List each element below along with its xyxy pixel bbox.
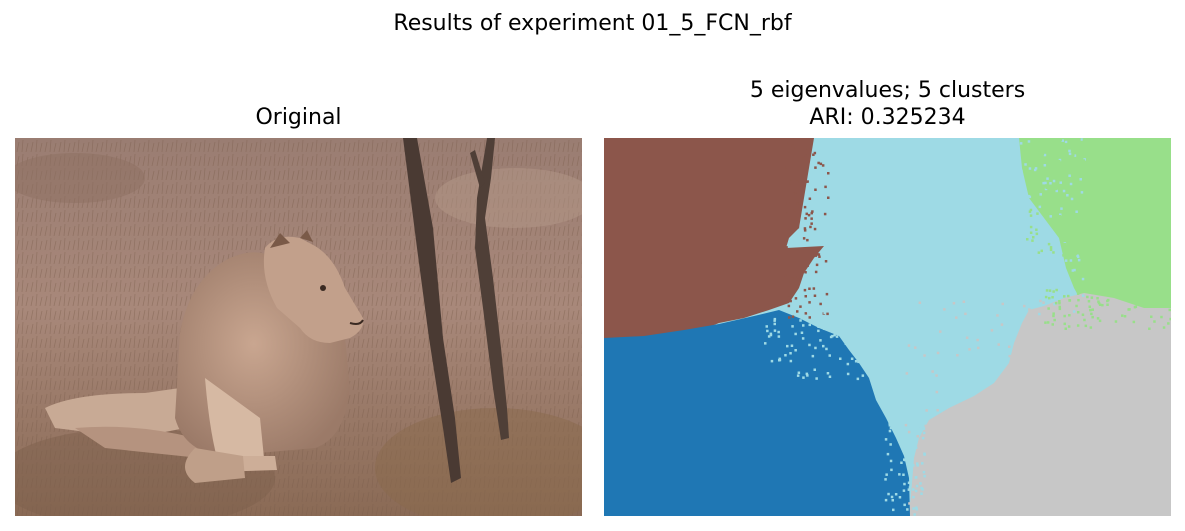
- cluster-region-brown: [604, 138, 824, 343]
- segmentation-title-line1: 5 eigenvalues; 5 clusters: [749, 78, 1026, 103]
- cluster-region-dark-blue: [604, 310, 910, 516]
- segmentation-panel-title: 5 eigenvalues; 5 clusters ARI: 0.325234: [604, 77, 1171, 131]
- figure-suptitle: Results of experiment 01_5_FCN_rbf: [393, 11, 792, 36]
- original-image-panel: [15, 138, 582, 516]
- original-panel-title: Original: [255, 105, 342, 130]
- segmentation-panel: [604, 138, 1171, 516]
- segmentation-map: [604, 138, 1171, 516]
- cluster-region-gray: [909, 293, 1171, 516]
- boundary-speckles: [764, 138, 1171, 516]
- cluster-region-green: [1019, 138, 1171, 318]
- original-image: [15, 138, 582, 516]
- segmentation-title-line2: ARI: 0.325234: [809, 105, 966, 130]
